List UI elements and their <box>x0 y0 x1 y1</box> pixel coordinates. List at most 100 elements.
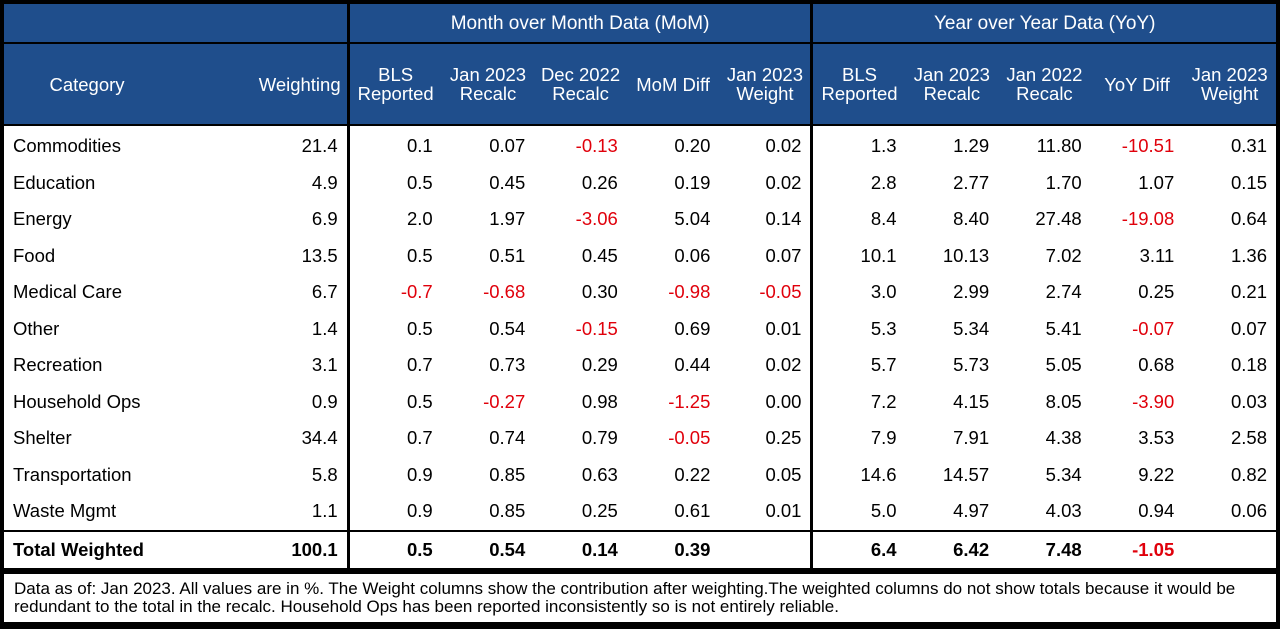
col-header-weighting: Weighting <box>170 43 349 126</box>
yoy-value-cell: 3.11 <box>1139 244 1175 266</box>
yoy-value-cell: 1.70 <box>1045 171 1082 193</box>
mom-value-cell: -0.05 <box>759 281 802 303</box>
category-cell: Energy <box>13 208 72 230</box>
mom-value-cell: 0.06 <box>674 244 711 266</box>
category-cell: Total Weighted <box>4 529 171 571</box>
yoy-value-cell: 10.13 <box>942 244 990 266</box>
table-row: Energy 6.9 2.0 1.97 -3.06 5.04 0.14 8.4 8.40 27.4… <box>4 201 1276 238</box>
mom-value-cell: 0.85 <box>489 500 526 522</box>
weighting-cell: 1.4 <box>311 317 338 339</box>
mom-value-cell: 0.25 <box>581 500 618 522</box>
yoy-value-cell: 6.42 <box>905 529 999 571</box>
yoy-value-cell: 0.68 <box>1138 354 1175 376</box>
mom-value-cell: 0.01 <box>765 500 802 522</box>
mom-value-cell: 0.79 <box>581 427 618 449</box>
weighting-cell: 6.7 <box>311 281 338 303</box>
mom-value-cell: -0.13 <box>575 135 618 157</box>
yoy-value-cell: 5.0 <box>810 493 906 531</box>
mom-value-cell: -0.27 <box>483 390 526 412</box>
category-cell: Education <box>13 171 96 193</box>
mom-value-cell: 0.7 <box>346 420 442 457</box>
yoy-value-cell: -19.08 <box>1121 208 1175 230</box>
mom-value-cell: 0.45 <box>489 171 526 193</box>
weighting-cell: 100.1 <box>170 529 349 571</box>
mom-value-cell: 0.1 <box>346 125 442 165</box>
mom-value-cell: 0.07 <box>489 135 526 157</box>
yoy-value-cell: -1.05 <box>1090 529 1184 571</box>
mom-value-cell: 0.29 <box>581 354 618 376</box>
mom-value-cell: 0.5 <box>346 529 442 571</box>
mom-value-cell: 0.14 <box>765 208 802 230</box>
mom-value-cell: 0.5 <box>346 237 442 274</box>
yoy-value-cell: 0.03 <box>1230 390 1267 412</box>
yoy-value-cell: 11.80 <box>1036 135 1082 157</box>
mom-value-cell: 0.54 <box>489 317 526 339</box>
yoy-value-cell: 5.34 <box>953 317 990 339</box>
mom-value-cell: 0.19 <box>674 171 711 193</box>
yoy-value-cell: 14.6 <box>810 456 906 493</box>
yoy-value-cell: 5.05 <box>1045 354 1082 376</box>
mom-value-cell: 0.98 <box>581 390 618 412</box>
yoy-value-cell: 0.94 <box>1138 500 1175 522</box>
mom-value-cell: 0.20 <box>674 135 711 157</box>
col-header-yoy-4: Jan 2023 Weight <box>1183 43 1276 126</box>
yoy-value-cell: 1.3 <box>810 125 906 165</box>
mom-value-cell: -0.7 <box>346 274 442 311</box>
yoy-value-cell: 4.97 <box>953 500 990 522</box>
category-cell: Recreation <box>13 354 103 376</box>
weighting-cell: 5.8 <box>311 463 338 485</box>
mom-value-cell: 0.9 <box>346 493 442 531</box>
table-row: Shelter 34.4 0.7 0.74 0.79 -0.05 0.25 7.9 7.91 4.… <box>4 420 1276 457</box>
mom-value-cell <box>719 529 812 571</box>
yoy-value-cell: -0.07 <box>1132 317 1175 339</box>
mom-value-cell: -0.05 <box>668 427 711 449</box>
mom-value-cell: 0.22 <box>674 463 711 485</box>
yoy-value-cell: 1.36 <box>1230 244 1267 266</box>
mom-value-cell: 0.74 <box>489 427 526 449</box>
yoy-value-cell: 27.48 <box>1035 208 1082 230</box>
mom-value-cell: -1.25 <box>668 390 711 412</box>
yoy-value-cell: 0.21 <box>1230 281 1267 303</box>
category-cell: Food <box>13 244 56 266</box>
mom-value-cell: 0.9 <box>346 456 442 493</box>
table-row: Commodities 21.4 0.1 0.07 -0.13 0.20 0.02 1.3 1.… <box>4 125 1276 165</box>
group-header-row: Month over Month Data (MoM) Year over Ye… <box>4 4 1276 44</box>
yoy-value-cell: 5.34 <box>1045 463 1082 485</box>
mom-value-cell: 0.07 <box>765 244 802 266</box>
col-header-mom-3: MoM Diff <box>626 43 720 126</box>
yoy-value-cell <box>1183 529 1276 571</box>
yoy-value-cell: 2.74 <box>1045 281 1082 303</box>
category-cell: Household Ops <box>13 390 141 412</box>
mom-value-cell: 0.85 <box>489 463 526 485</box>
footnote: Data as of: Jan 2023. All values are in … <box>4 573 1276 622</box>
yoy-value-cell: 6.4 <box>810 529 906 571</box>
table-row: Other 1.4 0.5 0.54 -0.15 0.69 0.01 5.3 5.34 5.41 -… <box>4 310 1276 347</box>
mom-value-cell: -0.68 <box>483 281 526 303</box>
mom-value-cell: 0.73 <box>489 354 526 376</box>
weighting-cell: 3.1 <box>311 354 338 376</box>
yoy-value-cell: 7.48 <box>998 529 1091 571</box>
mom-value-cell: 0.02 <box>765 354 802 376</box>
yoy-value-cell: 14.57 <box>942 463 990 485</box>
cpi-data-table: Month over Month Data (MoM) Year over Ye… <box>4 4 1276 571</box>
yoy-value-cell: 4.38 <box>1045 427 1082 449</box>
mom-value-cell: 0.39 <box>626 529 720 571</box>
table-row: Education 4.9 0.5 0.45 0.26 0.19 0.02 2.8 2.77 1.… <box>4 164 1276 201</box>
table-row: Household Ops 0.9 0.5 -0.27 0.98 -1.25 0.00 7.2… <box>4 383 1276 420</box>
table-row: Transportation 5.8 0.9 0.85 0.63 0.22 0.05 14.6… <box>4 456 1276 493</box>
mom-value-cell: -0.15 <box>575 317 618 339</box>
yoy-value-cell: 0.82 <box>1230 463 1267 485</box>
yoy-value-cell: 3.0 <box>810 274 906 311</box>
table-row: Recreation 3.1 0.7 0.73 0.29 0.44 0.02 5.7 5.73 5… <box>4 347 1276 384</box>
category-cell: Other <box>13 317 60 339</box>
table-row: Medical Care 6.7 -0.7 -0.68 0.30 -0.98 -0.05 3.… <box>4 274 1276 311</box>
yoy-value-cell: 7.91 <box>953 427 990 449</box>
col-header-mom-4: Jan 2023 Weight <box>719 43 812 126</box>
mom-value-cell: -3.06 <box>575 208 618 230</box>
mom-value-cell: 0.69 <box>674 317 711 339</box>
group-header-mom: Month over Month Data (MoM) <box>346 4 812 44</box>
yoy-value-cell: 2.77 <box>953 171 990 193</box>
col-header-yoy-0: BLS Reported <box>810 43 906 126</box>
yoy-value-cell: 5.3 <box>810 310 906 347</box>
